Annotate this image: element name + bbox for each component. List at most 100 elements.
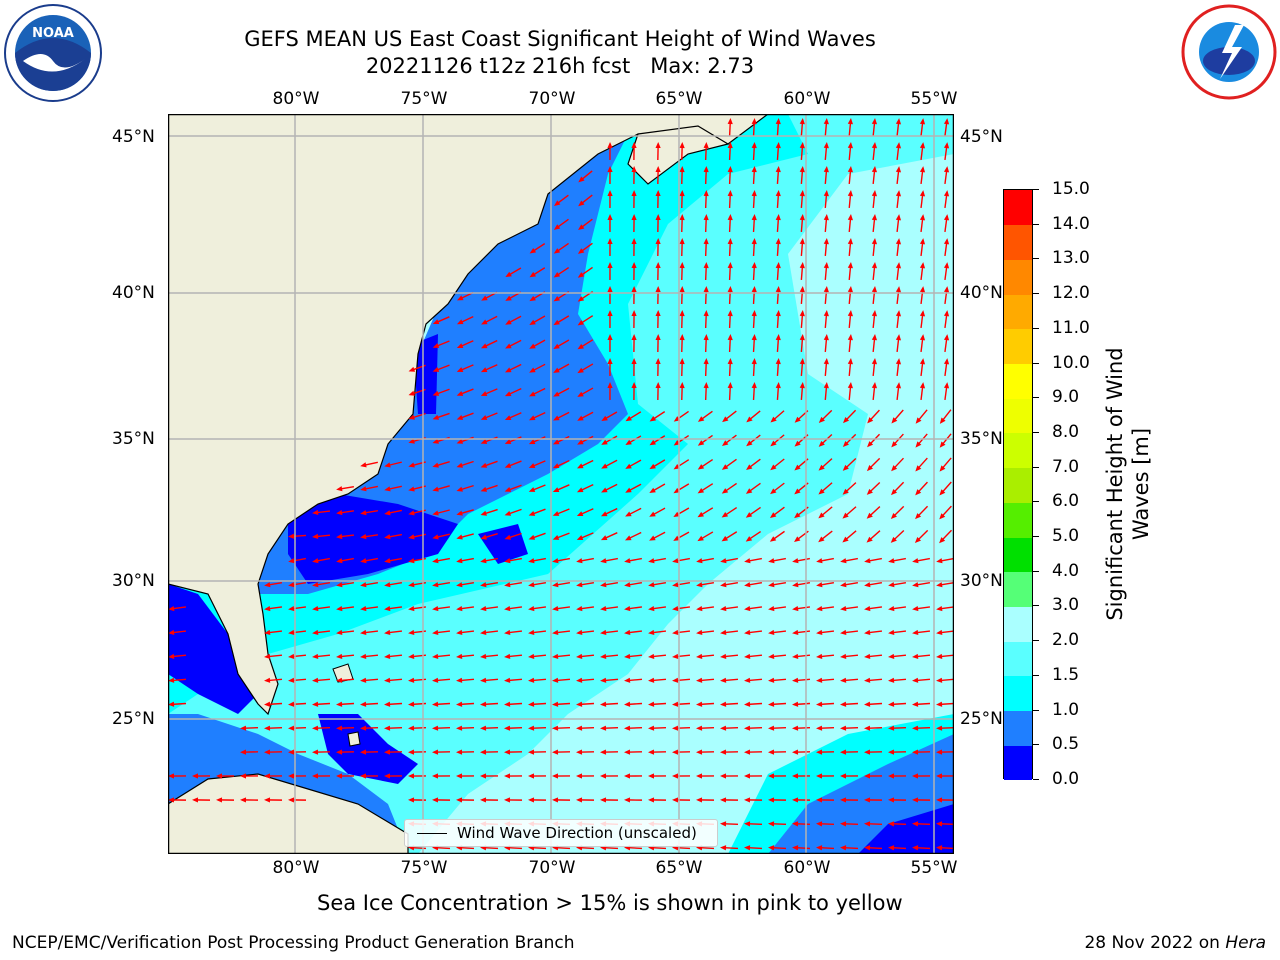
wind-wave-arrowhead: [842, 488, 849, 495]
wind-wave-arrowhead: [697, 535, 704, 542]
wind-wave-arrowhead: [679, 262, 685, 269]
wind-wave-arrowhead: [697, 464, 705, 470]
colorbar-tick-mark: [1033, 640, 1039, 642]
wind-wave-arrowhead: [624, 582, 631, 588]
wind-wave-arrowhead: [871, 142, 878, 149]
wind-wave-arrowhead: [384, 677, 391, 683]
wind-wave-arrowhead: [576, 797, 583, 803]
wind-wave-arrowhead: [915, 513, 922, 520]
wind-wave-arrowhead: [432, 367, 440, 372]
wind-wave-arrowhead: [432, 582, 439, 588]
wind-wave-arrowhead: [696, 773, 703, 779]
wind-wave-arrowhead: [840, 701, 847, 707]
wind-wave-arrowhead: [696, 605, 703, 612]
wind-wave-arrowhead: [649, 535, 656, 541]
wind-wave-arrowhead: [672, 558, 679, 564]
wind-wave-arrowhead: [631, 190, 637, 197]
wind-wave-arrowhead: [746, 416, 753, 423]
wind-wave-arrowhead: [552, 629, 559, 636]
wind-wave-arrowhead: [703, 310, 709, 317]
wind-wave-arrowhead: [528, 605, 535, 612]
wind-wave-arrowhead: [504, 510, 512, 516]
wind-wave-arrowhead: [384, 582, 391, 588]
wind-wave-arrowhead: [720, 677, 727, 683]
colorbar-tick-mark: [1033, 744, 1039, 746]
lon-label-70w-top: 70°W: [528, 89, 576, 109]
colorbar-segment: [1004, 745, 1032, 781]
wind-wave-arrowhead: [456, 773, 463, 779]
wind-wave-arrowhead: [840, 797, 847, 803]
wind-wave-arrowhead: [601, 415, 608, 421]
wind-wave-arrowhead: [456, 486, 463, 492]
wind-wave-arrowhead: [792, 773, 799, 779]
wind-wave-arrowhead: [408, 558, 415, 564]
lat-label-45n-right: 45°N: [960, 127, 1003, 147]
wind-wave-arrowhead: [727, 166, 733, 173]
wind-wave-arrowhead: [408, 462, 415, 468]
wind-wave-arrowhead: [799, 310, 805, 317]
wind-wave-arrowhead: [552, 582, 559, 588]
wind-wave-arrowhead: [720, 629, 727, 636]
wind-wave-arrowhead: [504, 391, 512, 397]
wind-wave-arrowhead: [480, 773, 487, 779]
wind-wave-arrowhead: [751, 166, 757, 173]
wind-wave-arrowhead: [577, 343, 584, 350]
wind-wave-arrowhead: [720, 725, 727, 731]
colorbar-tick-mark: [1033, 709, 1039, 711]
wind-wave-arrowhead: [672, 677, 679, 683]
wave-height-map: [168, 114, 954, 854]
wind-wave-arrowhead: [504, 463, 512, 468]
colorbar-segment: [1004, 502, 1032, 538]
wind-wave-arrowhead: [919, 190, 926, 197]
wind-wave-arrowhead: [408, 629, 415, 636]
wind-wave-arrowhead: [697, 487, 705, 494]
wind-wave-arrowhead: [799, 358, 805, 365]
wind-wave-arrowhead: [943, 238, 950, 245]
wind-wave-arrowhead: [792, 701, 799, 707]
wind-wave-arrowhead: [792, 677, 799, 683]
wind-wave-arrowhead: [648, 749, 655, 755]
wind-wave-arrowhead: [840, 629, 847, 636]
wind-wave-arrowhead: [432, 773, 439, 779]
wind-wave-arrowhead: [912, 558, 919, 564]
lat-label-30n-left: 30°N: [112, 571, 155, 591]
legend-label: Wind Wave Direction (unscaled): [457, 824, 697, 842]
wind-wave-arrowhead: [432, 749, 439, 755]
wind-wave-arrowhead: [504, 558, 511, 564]
lon-label-75w-top: 75°W: [400, 89, 448, 109]
wind-wave-arrowhead: [631, 166, 637, 173]
wind-wave-arrowhead: [936, 749, 943, 755]
wind-wave-arrowhead: [384, 701, 391, 707]
colorbar-tick-label: 6.0: [1052, 491, 1080, 512]
wind-wave-arrowhead: [720, 653, 727, 659]
wind-wave-arrowhead: [744, 797, 751, 803]
wind-wave-arrowhead: [936, 653, 943, 659]
wind-wave-arrowhead: [943, 166, 950, 173]
wind-wave-arrowhead: [625, 535, 632, 541]
colorbar-tick-mark: [1033, 674, 1039, 676]
wind-wave-arrowhead: [432, 319, 440, 324]
wind-wave-arrowhead: [600, 677, 607, 683]
wind-wave-arrowhead: [600, 701, 607, 707]
wind-wave-arrowhead: [264, 605, 271, 612]
wind-wave-arrowhead: [384, 725, 391, 731]
wind-wave-arrowhead: [456, 534, 463, 540]
wind-wave-arrowhead: [864, 653, 871, 659]
colorbar-tick-mark: [1033, 779, 1039, 780]
wind-wave-arrowhead: [384, 749, 391, 755]
wind-wave-arrowhead: [943, 310, 950, 317]
wind-wave-arrowhead: [751, 262, 757, 269]
wind-wave-arrowhead: [577, 296, 585, 302]
wind-wave-arrowhead: [336, 725, 343, 731]
wind-wave-arrowhead: [408, 797, 415, 803]
wind-wave-arrowhead: [552, 653, 559, 659]
wind-wave-arrowhead: [649, 487, 656, 493]
wind-wave-arrowhead: [888, 605, 895, 612]
wind-wave-arrowhead: [943, 190, 950, 197]
sea-ice-footnote: Sea Ice Concentration > 15% is shown in …: [317, 891, 903, 915]
wind-wave-arrowhead: [336, 749, 343, 755]
wind-wave-arrowhead: [775, 310, 781, 317]
wind-wave-arrowhead: [871, 190, 878, 197]
wind-wave-arrowhead: [847, 334, 853, 341]
wind-wave-arrowhead: [360, 653, 367, 659]
